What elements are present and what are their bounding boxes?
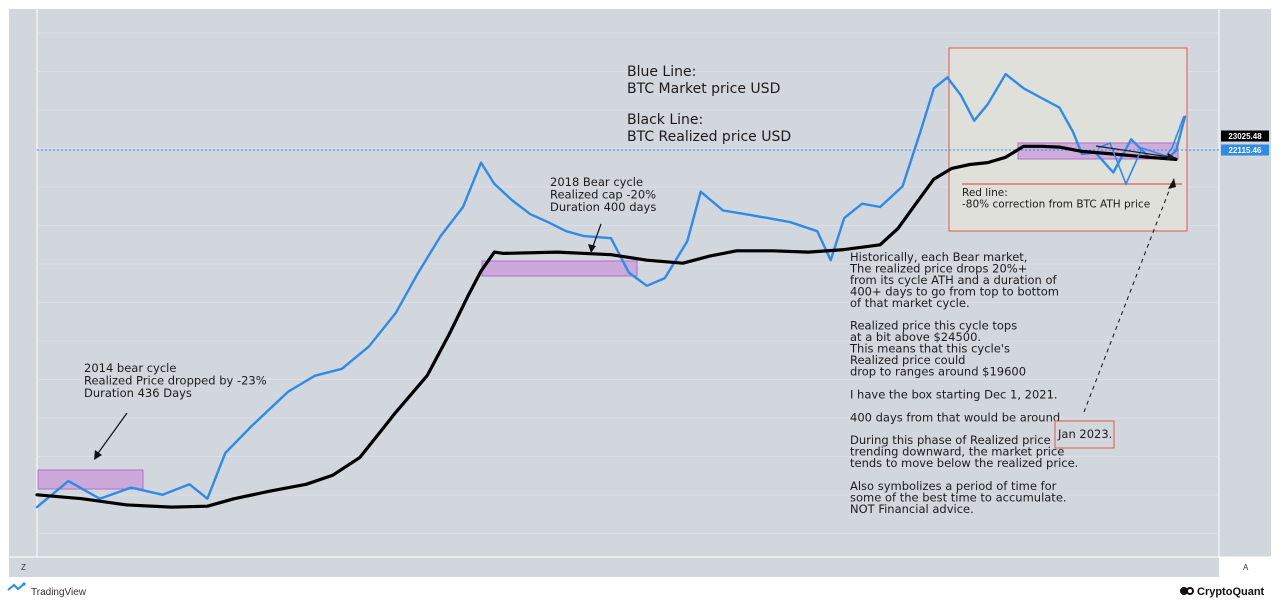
value-label-box bbox=[1221, 144, 1269, 156]
value-label-box bbox=[1221, 130, 1269, 142]
svg-text:Black Line:BTC Realized price: Black Line: BTC Realized price USD bbox=[627, 112, 791, 145]
bear-box-2014 bbox=[37, 469, 144, 490]
projection-black bbox=[1095, 145, 1177, 159]
market-price-line bbox=[35, 72, 1187, 509]
annotation-2018: 2018 Bear cycle Realized cap -20% Duration… bbox=[550, 175, 656, 214]
arrow-2014 bbox=[95, 412, 128, 457]
value-label: 22115.46 bbox=[1229, 146, 1262, 155]
annotation-red-line: Red line: -80% correction from BTC ATH pr… bbox=[962, 187, 1150, 211]
annotation-2014: 2014 bear cycle Realized Price dropped by… bbox=[84, 361, 267, 400]
cryptoquant-label: CryptoQuant bbox=[1197, 586, 1265, 598]
axis-corner-right[interactable]: A bbox=[1243, 563, 1249, 572]
tradingview-icon bbox=[7, 582, 26, 591]
legend: Blue Line: BTC Market price USD Black Lin… bbox=[627, 64, 791, 145]
arrow-2018 bbox=[591, 223, 602, 250]
annotation-explanation: Historically, each Bear market, The reali… bbox=[849, 250, 1078, 516]
arrow-jan2023-head bbox=[1168, 178, 1176, 189]
arrow-jan2023 bbox=[1083, 182, 1173, 413]
jan2023-box bbox=[1054, 420, 1115, 449]
annotation-jan2023: Jan 2023. bbox=[1057, 427, 1112, 441]
forecast-box bbox=[948, 47, 1188, 232]
projection-blue bbox=[1097, 115, 1185, 187]
right-axis[interactable] bbox=[1219, 9, 1271, 557]
tradingview-label: TradingView bbox=[31, 587, 87, 598]
value-label: 23025.48 bbox=[1228, 132, 1262, 141]
bear-box-2018 bbox=[481, 260, 638, 277]
arrow-2014-head bbox=[94, 450, 102, 460]
value-labels: 23025.48 22115.46 bbox=[1221, 130, 1269, 156]
projection-arrowhead bbox=[1167, 153, 1176, 160]
realized-price-line bbox=[35, 144, 1178, 509]
tradingview-logo[interactable]: TradingView bbox=[7, 582, 87, 598]
series-group bbox=[35, 72, 1187, 509]
svg-text:Blue Line:BTC Market price USD: Blue Line: BTC Market price USD bbox=[627, 64, 780, 97]
cryptoquant-logo[interactable]: CryptoQuant bbox=[1180, 586, 1265, 598]
axis-corner-left[interactable]: Z bbox=[21, 563, 26, 572]
bottom-axis[interactable] bbox=[9, 557, 1219, 577]
arrow-2018-head bbox=[588, 244, 596, 253]
cryptoquant-icon bbox=[1180, 587, 1194, 595]
